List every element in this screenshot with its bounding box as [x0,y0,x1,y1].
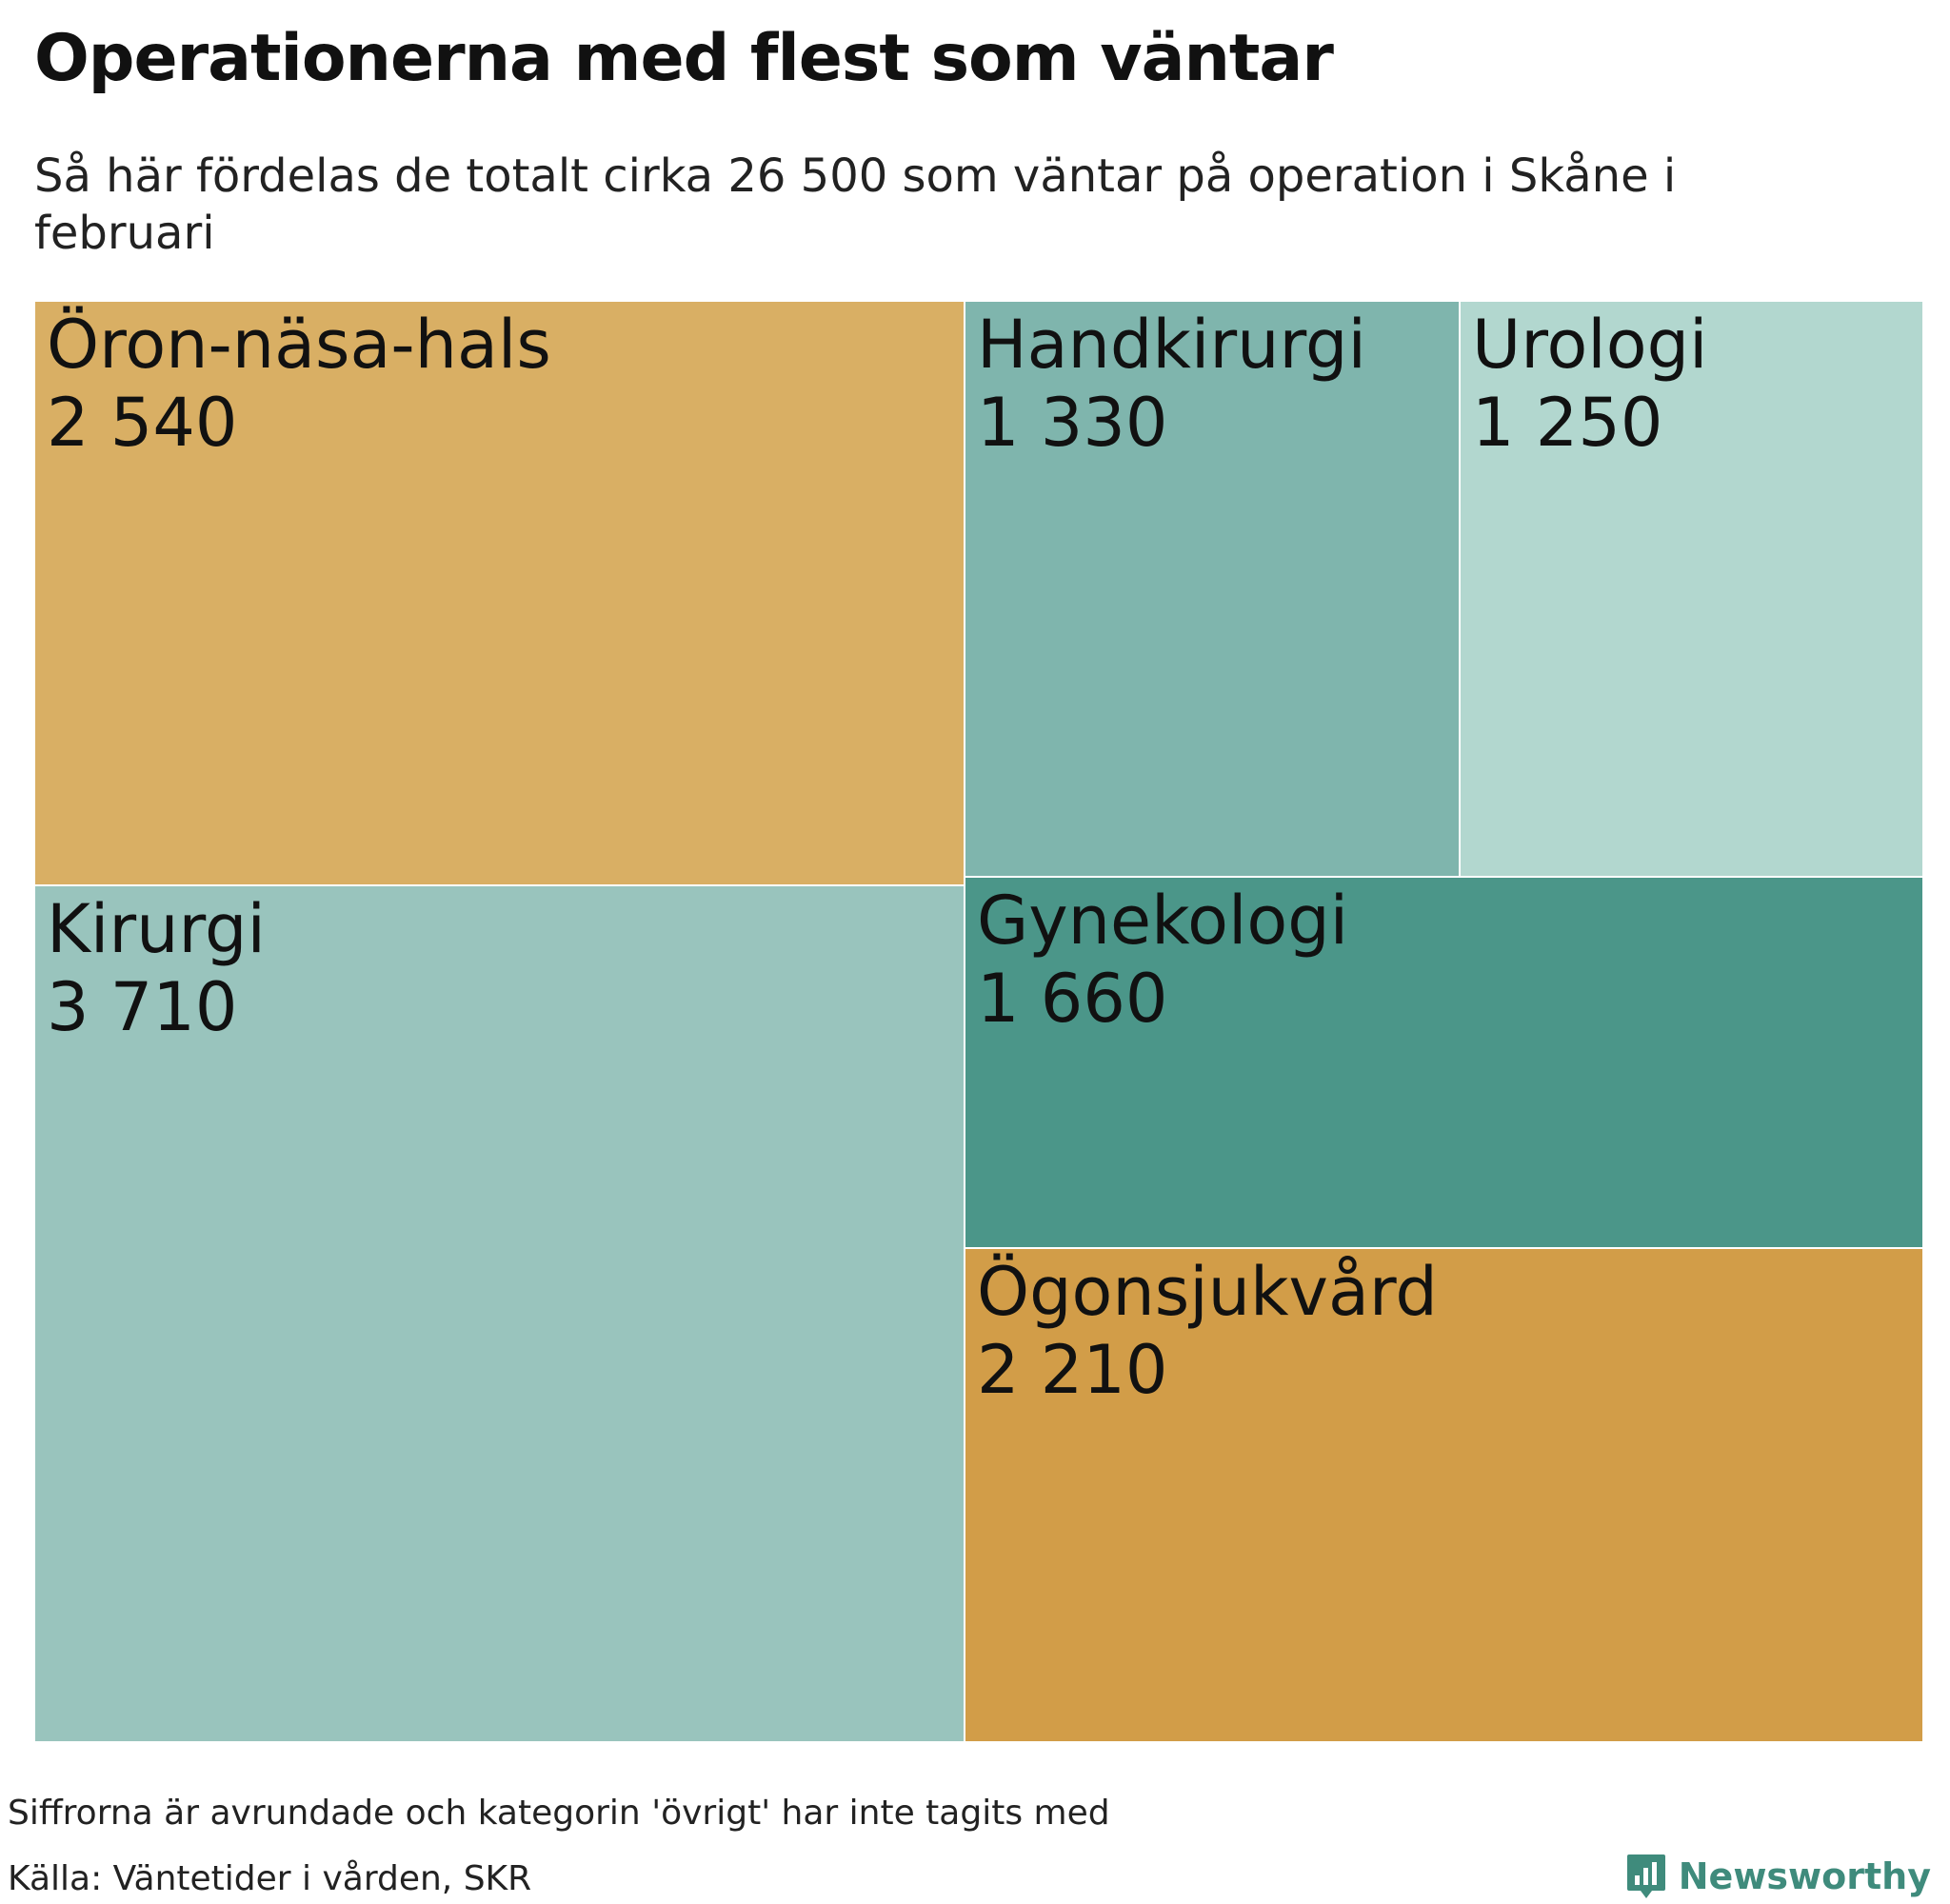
tile-urologi: Urologi 1 250 [1460,301,1923,877]
chart-subtitle: Så här fördelas de totalt cirka 26 500 s… [34,149,1677,260]
tile-ogonsjukvard: Ögonsjukvård 2 210 [965,1248,1923,1742]
newsworthy-logo-icon [1626,1854,1665,1898]
brand-logo: Newsworthy [1625,1853,1931,1900]
tile-gynekologi: Gynekologi 1 660 [965,877,1923,1248]
tile-kirurgi: Kirurgi 3 710 [34,885,965,1742]
tile-value: 1 660 [977,960,1168,1038]
tile-label: Öron-näsa-hals [47,306,551,384]
tile-oron-nasa-hals: Öron-näsa-hals 2 540 [34,301,965,885]
tile-handkirurgi: Handkirurgi 1 330 [965,301,1460,877]
treemap-chart: Öron-näsa-hals 2 540 Kirurgi 3 710 Handk… [34,301,1923,1742]
tile-label: Ögonsjukvård [977,1253,1438,1331]
brand-name: Newsworthy [1678,1855,1931,1897]
tile-value: 3 710 [47,968,238,1046]
tile-value: 1 250 [1472,384,1663,462]
tile-value: 2 540 [47,384,238,462]
tile-value: 2 210 [977,1331,1168,1409]
source-credit: Källa: Väntetider i vården, SKR [8,1859,532,1898]
tile-label: Gynekologi [977,882,1349,960]
tile-label: Urologi [1472,306,1708,384]
tile-value: 1 330 [977,384,1168,462]
footnote: Siffrorna är avrundade och kategorin 'öv… [8,1794,1110,1833]
tile-label: Kirurgi [47,890,266,968]
chart-title: Operationerna med flest som väntar [34,21,1334,96]
tile-label: Handkirurgi [977,306,1366,384]
